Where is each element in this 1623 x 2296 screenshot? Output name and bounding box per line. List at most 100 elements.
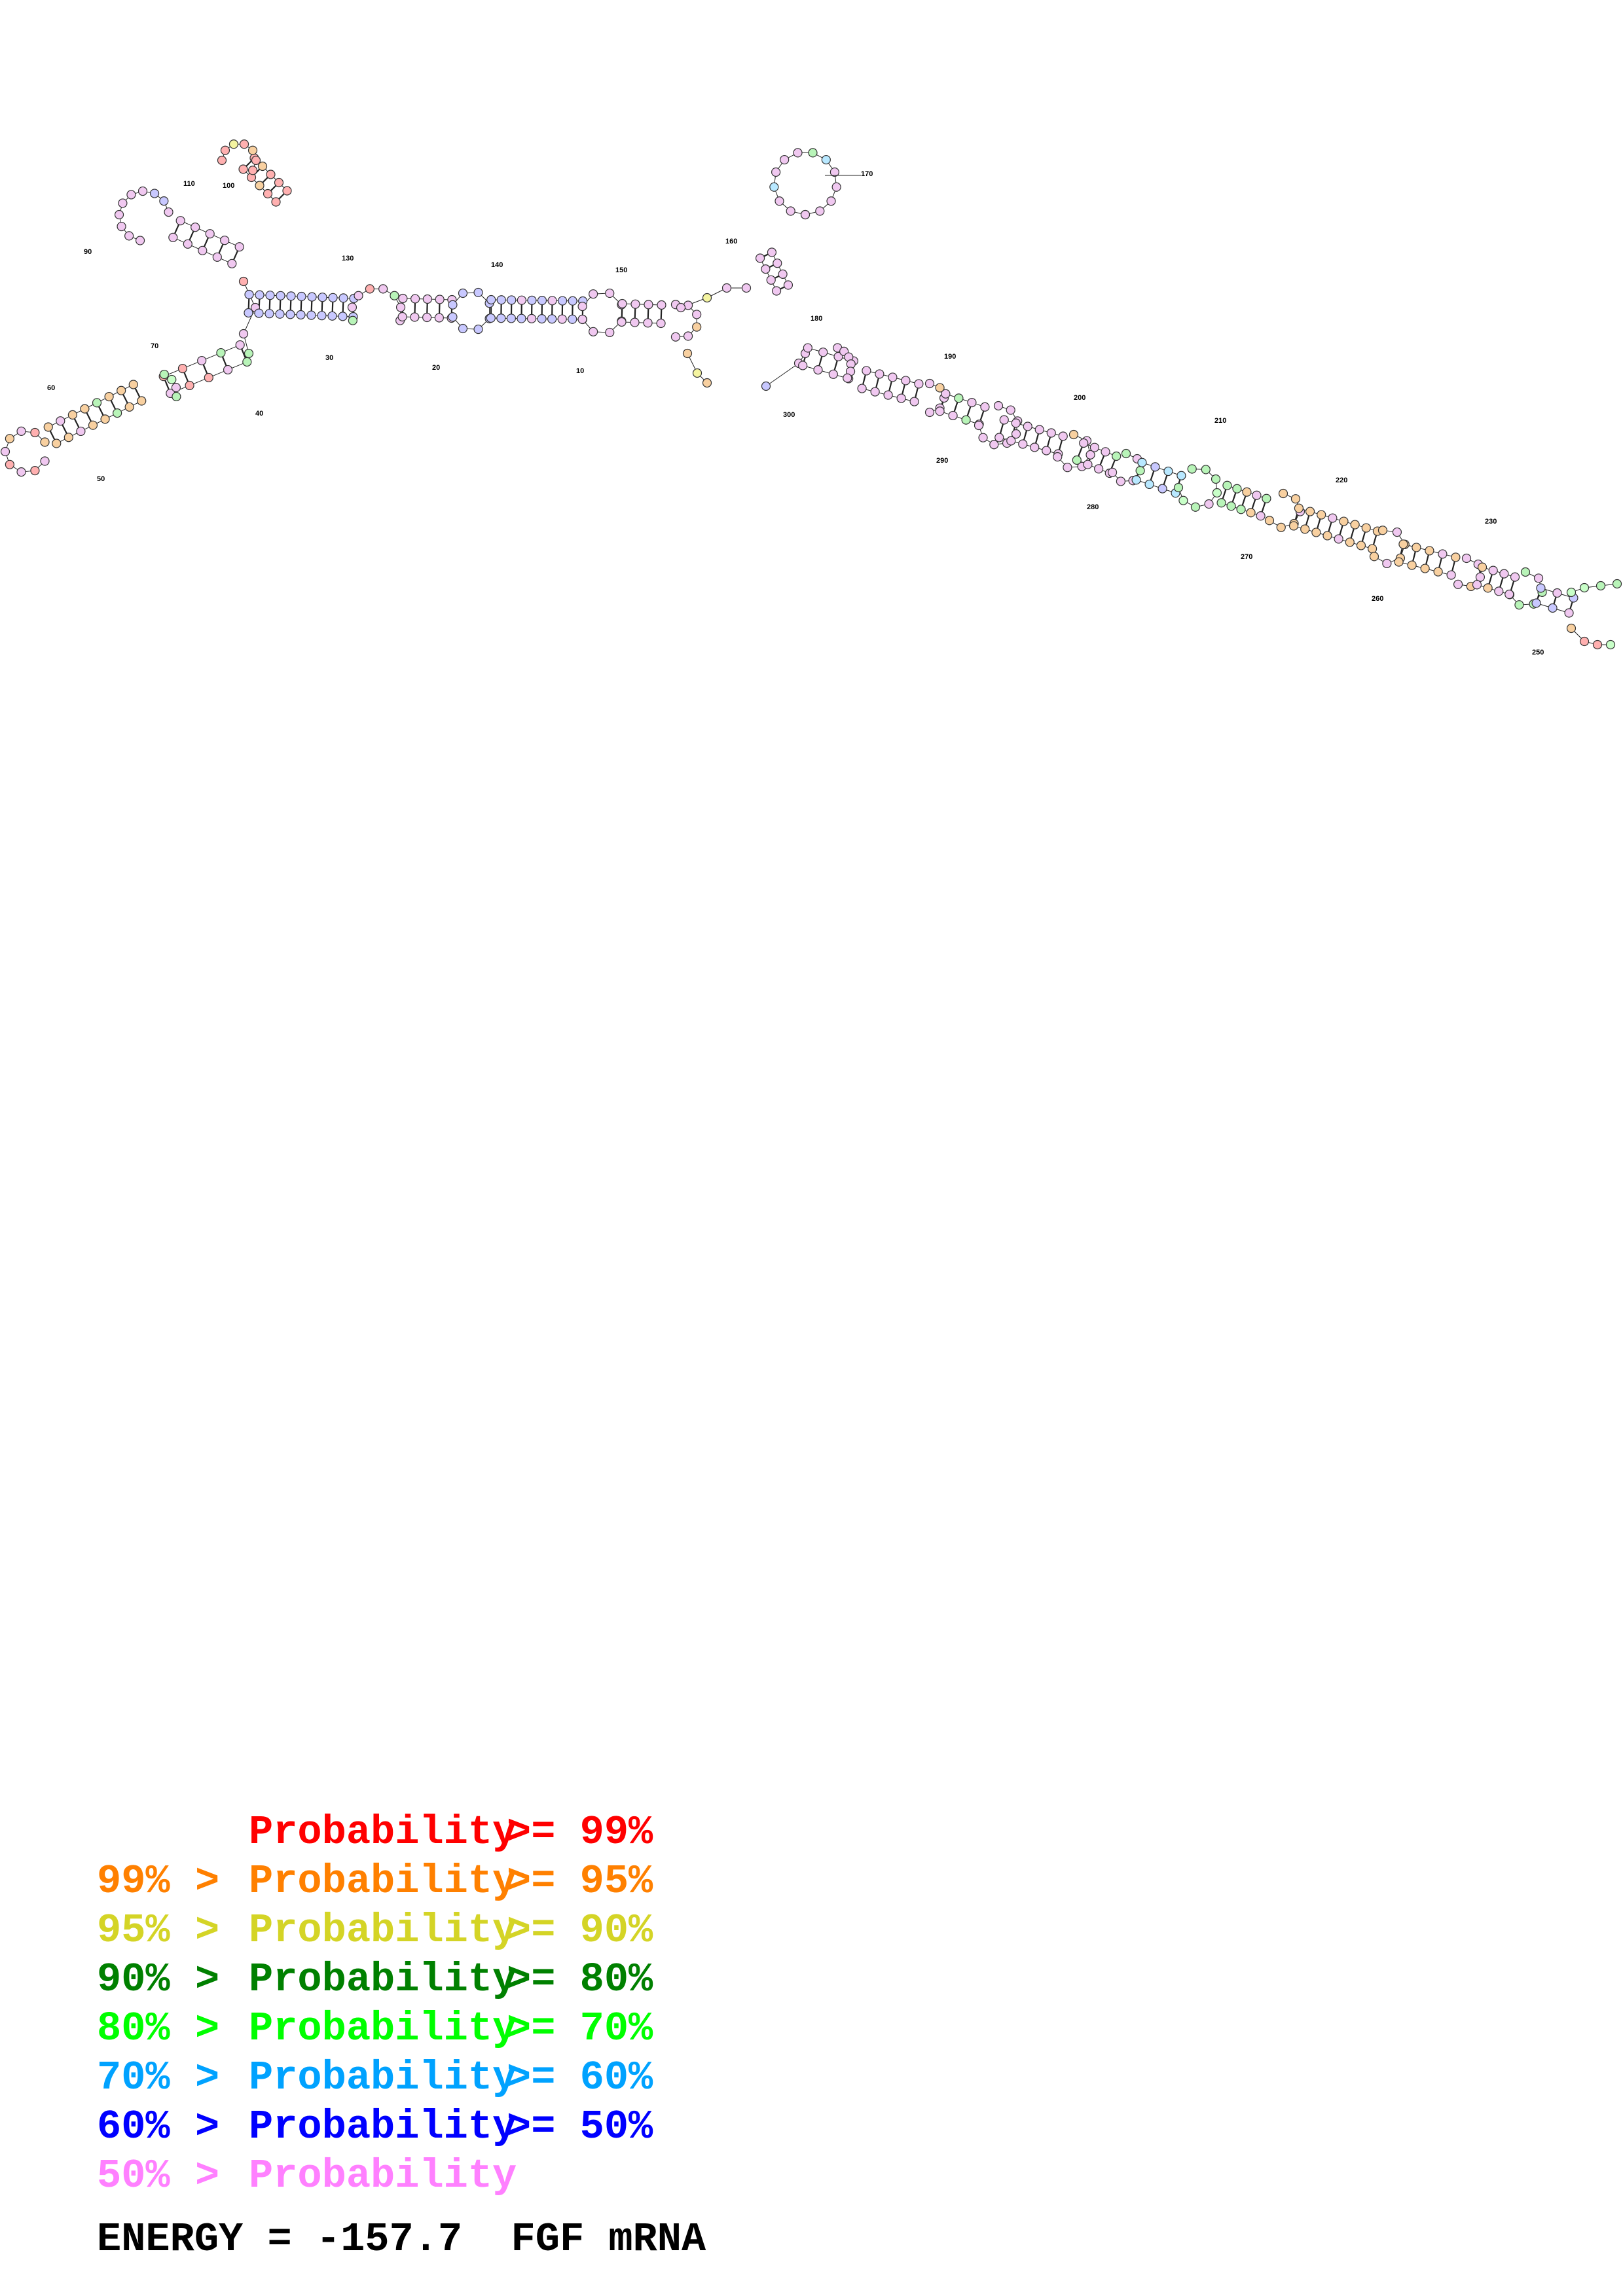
legend-row-left: 50% [97,2153,170,2199]
nucleotide [16,467,26,477]
nucleotide [692,310,702,319]
nucleotide [702,378,712,388]
nucleotide [1262,493,1271,503]
legend-row-left: 99% [97,1858,170,1905]
nucleotide [397,312,407,322]
backbone-link [765,363,799,387]
nucleotide [875,369,884,379]
nucleotide [347,302,357,312]
nucleotide [137,186,148,196]
position-label: 200 [1074,394,1085,402]
nucleotide [537,314,547,324]
nucleotide [1173,482,1184,493]
nucleotide [172,391,181,402]
nucleotide [88,420,98,430]
nucleotide [813,365,823,375]
nucleotide [1579,583,1590,593]
position-label: 150 [615,266,627,274]
legend-row-left: 90% [97,1956,170,2003]
nucleotide [247,166,258,175]
nucleotide [1222,480,1232,490]
nucleotide [568,296,577,306]
position-label: 100 [223,182,234,190]
nucleotide [175,216,185,226]
nucleotide [1053,452,1063,462]
nucleotide [306,310,316,320]
nucleotide [448,300,458,310]
nucleotide [786,206,795,216]
nucleotide [220,236,230,245]
nucleotide [506,314,517,323]
nucleotide [1564,608,1574,618]
nucleotide [1242,487,1252,497]
position-label: 60 [47,384,55,392]
nucleotide [124,402,134,412]
nucleotide [1006,436,1016,446]
nucleotide [896,393,906,403]
position-label: 20 [432,364,440,372]
nucleotide [1433,567,1443,577]
legend-row-mid: Probability [249,2153,517,2199]
nucleotide [1382,558,1392,569]
nucleotide [1187,464,1197,474]
nucleotide [557,296,568,306]
nucleotide [1288,521,1299,531]
nucleotide [862,366,871,376]
nucleotide [967,397,977,408]
nucleotide [1089,442,1099,452]
nucleotide [1334,534,1343,544]
nucleotide [92,398,102,408]
legend-row-right: >= 90% [507,1907,653,1954]
nucleotide [1566,587,1577,598]
legend-row-mid: Probability [249,1858,517,1905]
nucleotide [1425,546,1434,556]
nucleotide [117,386,126,395]
nucleotide [223,365,233,375]
nucleotide [247,145,258,155]
position-label: 280 [1087,503,1099,511]
nucleotide [1176,471,1186,480]
nucleotide [771,167,781,177]
nucleotide [1018,439,1028,449]
nucleotide [1232,484,1242,493]
nucleotide [888,372,898,382]
nucleotide [1510,572,1520,582]
nucleotide [1605,639,1616,650]
backbone [5,143,1618,645]
position-label: 220 [1336,476,1347,484]
nucleotide [870,387,880,397]
nucleotide [67,410,77,420]
nucleotide [1011,418,1021,428]
nucleotide [1531,598,1541,608]
nucleotide [1369,552,1379,562]
nucleotide [1150,462,1160,472]
legend-row-95: 99% > Probability>= 95% [97,1857,677,1906]
nucleotide [800,209,811,220]
nucleotide [1350,520,1360,529]
nucleotide [1163,466,1173,476]
base-pairs [47,157,1575,613]
nucleotide [398,293,408,304]
nucleotide [1135,466,1145,476]
position-label: 300 [783,411,795,419]
nucleotide [318,293,327,302]
nucleotide [177,363,188,374]
legend-row-right: >= 99% [507,1809,653,1856]
nucleotide [1201,465,1211,475]
nucleotide [5,434,14,444]
nucleotide [1305,507,1315,516]
nucleotide [197,355,207,366]
nucleotide [159,369,169,380]
legend-row-left: 95% [97,1907,170,1954]
nucleotide [242,357,252,367]
nucleotide [831,182,841,192]
nucleotide [1367,544,1377,554]
position-labels: 10 20 30 40 50 60 70 90 100 110 130 140 150 160 170 180… [47,170,1544,656]
position-label: 160 [725,238,737,245]
nucleotide [676,302,686,313]
rna-structure-diagram: 10 20 30 40 50 60 70 90 100 110 130 140 150 160 170 180… [0,139,1622,656]
nucleotide [537,296,547,306]
nucleotide [126,190,136,200]
nucleotide [1596,581,1606,591]
nucleotide [137,396,147,406]
